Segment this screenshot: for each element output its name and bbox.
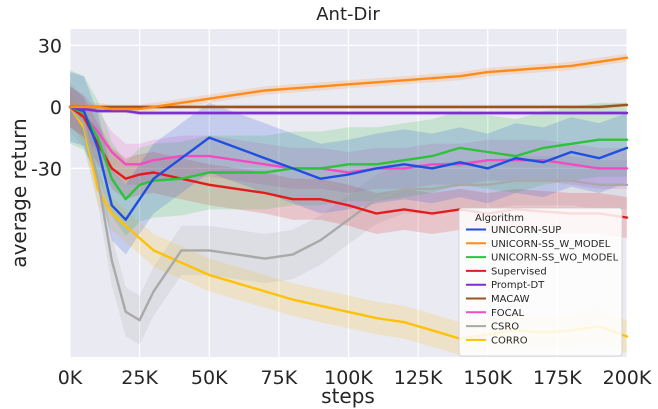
legend-box <box>458 207 623 357</box>
x-tick-labels: 0K 25K 50K 75K 100K 125K 150K 175K 200K <box>58 367 652 389</box>
x-tick-label: 0K <box>58 367 83 389</box>
legend-label: UNICORN-SS_WO_MODEL <box>491 253 619 264</box>
x-tick-label: 50K <box>191 367 228 389</box>
band-unicorn-ss_wo_model <box>70 70 627 236</box>
y-tick-labels: 30 0 -30 <box>31 35 62 180</box>
band-csro <box>70 82 627 345</box>
x-tick-label: 75K <box>261 367 298 389</box>
band-corro <box>70 90 627 355</box>
band-focal <box>70 86 627 193</box>
chart-title: Ant-Dir <box>316 4 380 25</box>
legend-title: Algorithm <box>475 213 524 224</box>
x-tick-label: 125K <box>394 367 443 389</box>
y-tick-label: 30 <box>38 35 62 57</box>
series-line-unicorn-ss_wo_model <box>68 105 629 201</box>
legend-items: UNICORN-SUP UNICORN-SS_W_MODEL UNICORN-SS_… <box>466 225 619 346</box>
legend: Algorithm UNICORN-SUPUNICORN-SS_W_MODELU… <box>458 207 623 357</box>
y-tick-label: 0 <box>50 97 62 119</box>
x-tick-label: 200K <box>603 367 652 389</box>
x-tick-label: 150K <box>463 367 512 389</box>
y-tick-label: -30 <box>31 158 62 180</box>
series-line-unicorn-sup <box>68 105 629 221</box>
band-supervised <box>70 86 627 239</box>
legend-label: CSRO <box>491 322 519 333</box>
legend-label: Supervised <box>491 266 547 277</box>
legend-label: CORRO <box>491 335 528 346</box>
legend-label: Prompt-DT <box>491 280 545 291</box>
series-line-unicorn-ss_w_model <box>68 56 629 111</box>
legend-label: UNICORN-SS_W_MODEL <box>491 239 611 250</box>
x-tick-label: 100K <box>324 367 373 389</box>
legend-label: MACAW <box>491 294 530 305</box>
legend-label: UNICORN-SUP <box>491 225 561 236</box>
series-line-csro <box>68 105 629 322</box>
series-line-macaw <box>68 103 629 109</box>
y-axis-label: average return <box>7 118 31 267</box>
x-tick-label: 175K <box>533 367 582 389</box>
legend-label: FOCAL <box>491 308 524 319</box>
series-line-prompt-dt <box>68 105 629 115</box>
x-tick-label: 25K <box>121 367 158 389</box>
x-axis-label: steps <box>321 384 375 408</box>
